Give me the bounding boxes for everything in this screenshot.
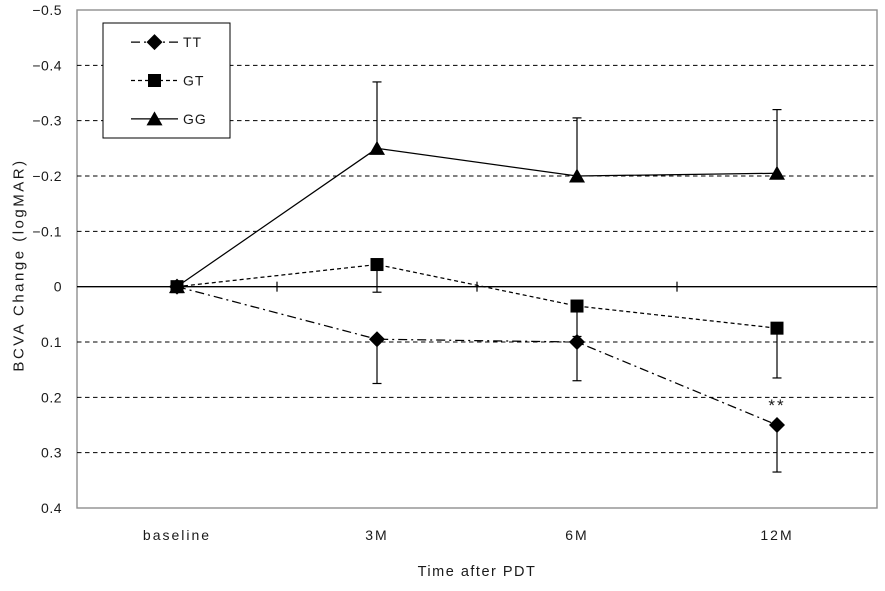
- y-axis-title: BCVA Change (logMAR): [10, 158, 28, 372]
- series-GT-line: [176, 263, 778, 329]
- y-tick-label: −0.1: [32, 223, 62, 239]
- x-axis-title: Time after PDT: [417, 564, 537, 580]
- legend-item-GG: GG: [131, 111, 207, 127]
- y-tick-label: 0.3: [41, 445, 62, 461]
- legend-label-TT: TT: [183, 34, 202, 50]
- legend-marker-GG: [146, 111, 163, 126]
- y-tick-label: 0: [54, 279, 62, 295]
- x-tick-label-6M: 6M: [565, 527, 588, 543]
- legend-item-TT: TT: [131, 34, 202, 51]
- y-tick-label: −0.5: [32, 2, 62, 18]
- marker-TT-3M: [369, 331, 385, 348]
- legend-marker-TT: [146, 34, 163, 51]
- series-GT-markers: [170, 258, 784, 335]
- x-tick-label-baseline: baseline: [143, 527, 211, 543]
- legend-marker-GT: [148, 74, 161, 87]
- marker-GG-12M: [769, 165, 785, 180]
- series-TT-line: [176, 286, 778, 426]
- series-GG-line: [176, 147, 778, 288]
- marker-TT-12M: [769, 417, 785, 433]
- gridlines: [77, 64, 877, 454]
- y-tick-label: −0.3: [32, 113, 62, 129]
- x-tick-labels: baseline 3M 6M 12M: [143, 527, 793, 543]
- y-tick-label: 0.2: [41, 389, 62, 405]
- marker-GG-3M: [369, 140, 385, 155]
- legend: TT GT GG: [102, 22, 231, 139]
- legend-label-GT: GT: [183, 73, 204, 89]
- marker-GG-6M: [569, 168, 585, 183]
- marker-GT-12M: [770, 321, 784, 335]
- legend-item-GT: GT: [131, 73, 204, 89]
- y-tick-label: −0.2: [32, 168, 62, 184]
- marker-GT-6M: [570, 299, 584, 313]
- legend-label-GG: GG: [183, 111, 207, 127]
- series-TT: [176, 286, 778, 426]
- marker-GT-baseline: [170, 280, 184, 294]
- series-GT: [176, 263, 778, 329]
- x-tick-label-12M: 12M: [760, 527, 793, 543]
- annotations: **: [768, 396, 785, 415]
- y-tick-label: −0.4: [32, 57, 62, 73]
- y-tick-labels: −0.5 −0.4 −0.3 −0.2 −0.1 0 0.1 0.2 0.3 0.4: [32, 2, 62, 516]
- y-tick-label: 0.1: [41, 334, 62, 350]
- marker-GT-3M: [370, 258, 384, 272]
- series-GG: [176, 147, 778, 288]
- x-tick-label-3M: 3M: [365, 527, 388, 543]
- marker-TT-6M: [569, 334, 585, 350]
- significance-annotation: **: [768, 396, 785, 415]
- y-tick-label: 0.4: [41, 500, 62, 516]
- zero-axis: [77, 281, 877, 292]
